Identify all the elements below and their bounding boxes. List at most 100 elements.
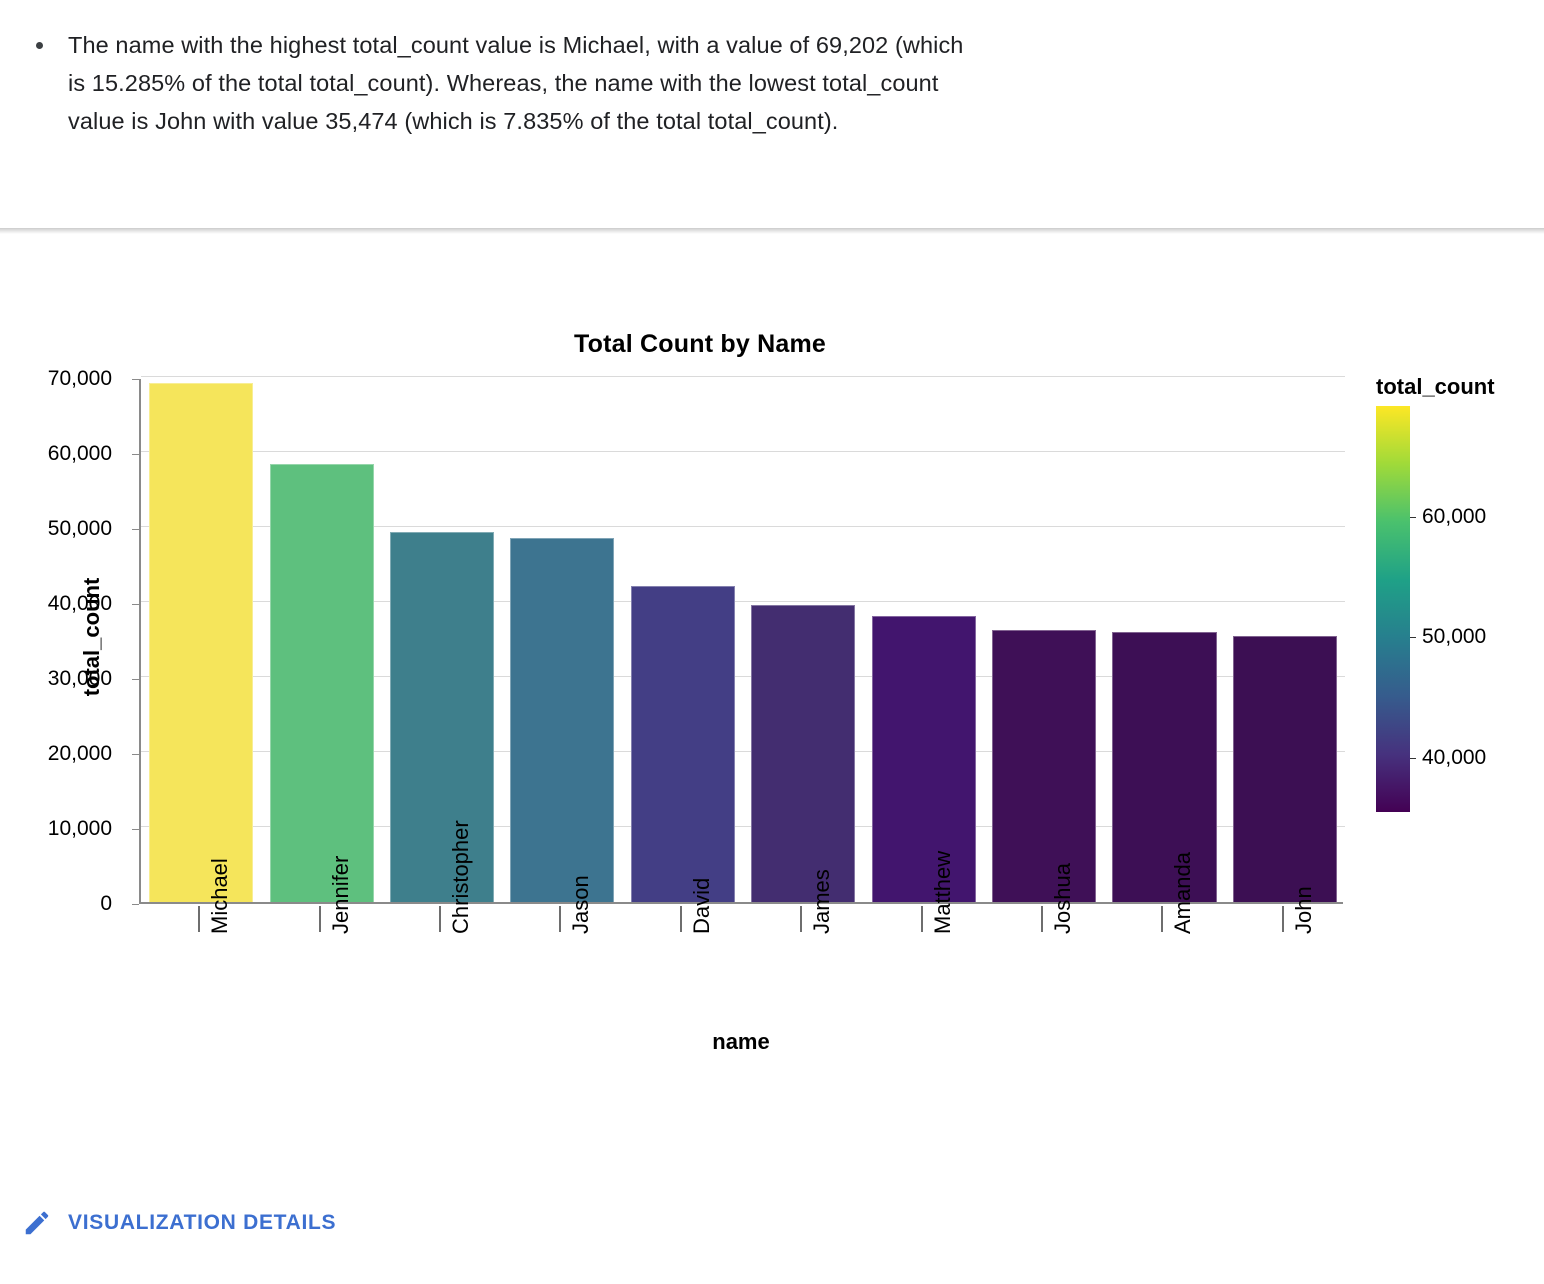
- x-axis-label-slot: David: [621, 878, 741, 1084]
- gridline: [141, 451, 1345, 452]
- x-axis-tick-slot: [741, 906, 861, 932]
- insight-list: The name with the highest total_count va…: [0, 26, 1544, 140]
- x-axis-label-slot: Jennifer: [259, 856, 379, 1084]
- x-axis-label-slot: Michael: [139, 858, 259, 1084]
- colorbar-tick-label: 60,000: [1422, 504, 1487, 528]
- x-axis-tick-labels: Michael Jennifer Christopher Jason David Jame…: [139, 820, 1343, 1084]
- y-axis-tick-mark: [132, 679, 139, 680]
- colorbar-tick-label: 40,000: [1422, 745, 1487, 769]
- gridline: [141, 601, 1345, 602]
- y-axis-tick-label: 10,000: [47, 817, 112, 840]
- colorbar-legend: total_count 40,000 50,000 60,000: [1376, 374, 1536, 1059]
- visualization-details-link[interactable]: VISUALIZATION DETAILS: [22, 1208, 336, 1238]
- x-axis-tick-mark: [198, 906, 201, 932]
- bar-series: [141, 377, 1345, 902]
- x-axis-tick-label: David: [688, 877, 714, 934]
- colorbar-tick-label: 50,000: [1422, 625, 1487, 649]
- x-axis-label-slot: James: [741, 869, 861, 1084]
- x-axis-title: name: [712, 1029, 770, 1054]
- x-axis-tick-mark: [1281, 906, 1284, 932]
- y-axis-tick-label: 20,000: [47, 742, 112, 765]
- plot-area: [139, 376, 1345, 904]
- bar-david[interactable]: [630, 585, 735, 902]
- gridline: [141, 826, 1345, 827]
- bar-matthew[interactable]: [871, 616, 976, 902]
- x-axis-tick-slot: [982, 906, 1102, 932]
- pencil-icon: [22, 1208, 52, 1238]
- chart-title: Total Count by Name: [574, 330, 826, 358]
- y-axis-tick-label: 70,000: [47, 367, 112, 390]
- colorbar-title: total_count: [1376, 374, 1495, 399]
- x-axis-tick-label: Amanda: [1170, 852, 1196, 934]
- y-axis-tick-mark: [132, 454, 139, 455]
- x-axis-tick-slot: [380, 906, 500, 932]
- y-axis-tick-mark: [132, 379, 139, 380]
- bar-slot: [743, 377, 863, 902]
- x-axis-tick-slot: [861, 906, 981, 932]
- x-axis-tick-label: Christopher: [448, 820, 474, 934]
- bar-christopher[interactable]: [389, 531, 495, 902]
- x-axis-tick-mark: [439, 906, 442, 932]
- colorbar-tick-mark: [1410, 757, 1416, 759]
- gridline: [141, 526, 1345, 527]
- y-axis-tick-mark: [132, 754, 139, 755]
- bar-jennifer[interactable]: [269, 463, 374, 902]
- bar-michael[interactable]: [149, 383, 254, 902]
- y-axis-tick-label: 30,000: [47, 667, 112, 690]
- x-axis-tick-mark: [559, 906, 562, 932]
- x-axis-label-slot: Joshua: [982, 863, 1102, 1084]
- bar-john[interactable]: [1232, 635, 1337, 902]
- y-axis-tick-label: 50,000: [47, 517, 112, 540]
- insight-bullet-text: The name with the highest total_count va…: [68, 32, 964, 134]
- x-axis-tick-label: James: [809, 869, 835, 934]
- x-axis-tick-mark: [920, 906, 923, 932]
- bar-slot: [382, 377, 502, 902]
- section-divider: [0, 228, 1544, 229]
- y-axis-tick-labels: 0 10,000 20,000 30,000 40,000 50,000 60,000 70,…: [0, 367, 139, 915]
- x-axis-tick-mark: [800, 906, 803, 932]
- insight-panel: The name with the highest total_count va…: [0, 0, 1544, 228]
- bar-slot: [1104, 377, 1224, 902]
- x-axis-tick-label: Joshua: [1050, 863, 1076, 934]
- x-axis-tick-slot: [1102, 906, 1222, 932]
- bar-slot: [502, 377, 622, 902]
- x-axis-tick-label: Jason: [568, 875, 594, 934]
- x-axis-tick-slot: [500, 906, 620, 932]
- y-axis-tick-mark: [132, 529, 139, 530]
- bar-james[interactable]: [751, 604, 856, 902]
- gridline: [141, 676, 1345, 677]
- gridline: [141, 376, 1345, 377]
- colorbar-tick-mark: [1410, 516, 1416, 518]
- x-axis-tick-label: Michael: [207, 858, 233, 934]
- x-axis-tick-mark: [1161, 906, 1164, 932]
- bar-slot: [984, 377, 1104, 902]
- x-axis-tick-slot: [139, 906, 259, 932]
- colorbar-gradient: [1376, 406, 1410, 812]
- x-axis-tick-slot: [259, 906, 379, 932]
- bar-jason[interactable]: [510, 537, 615, 902]
- x-axis-tick-slot: [621, 906, 741, 932]
- y-axis-tick-mark: [132, 829, 139, 830]
- bar-slot: [623, 377, 743, 902]
- y-axis-tick-label: 40,000: [47, 592, 112, 615]
- insight-bullet-item: The name with the highest total_count va…: [0, 26, 980, 140]
- colorbar-tick-mark: [1410, 637, 1416, 639]
- x-axis-label-slot: Matthew: [861, 851, 981, 1084]
- x-axis-tick-label: Jennifer: [327, 855, 353, 934]
- x-axis-tick-mark: [1041, 906, 1044, 932]
- x-axis-tick-slot: [1223, 906, 1343, 932]
- y-axis-tick-mark: [132, 904, 139, 905]
- y-axis-tick-mark: [132, 604, 139, 605]
- bar-joshua[interactable]: [991, 629, 1097, 902]
- x-axis-tick-label: Matthew: [929, 850, 955, 934]
- gridline: [141, 751, 1345, 752]
- bullet-point-icon: [36, 42, 43, 49]
- section-divider-shadow: [0, 229, 1544, 234]
- x-axis-tick-marks: [139, 906, 1343, 932]
- y-axis-tick-label: 60,000: [47, 442, 112, 465]
- bar-slot: [261, 377, 381, 902]
- bar-slot: [141, 377, 261, 902]
- bar-amanda[interactable]: [1112, 632, 1217, 902]
- chart-figure: Total Count by Name total_count 0 10,000 2…: [0, 234, 1544, 1189]
- x-axis-label-slot: Amanda: [1102, 852, 1222, 1084]
